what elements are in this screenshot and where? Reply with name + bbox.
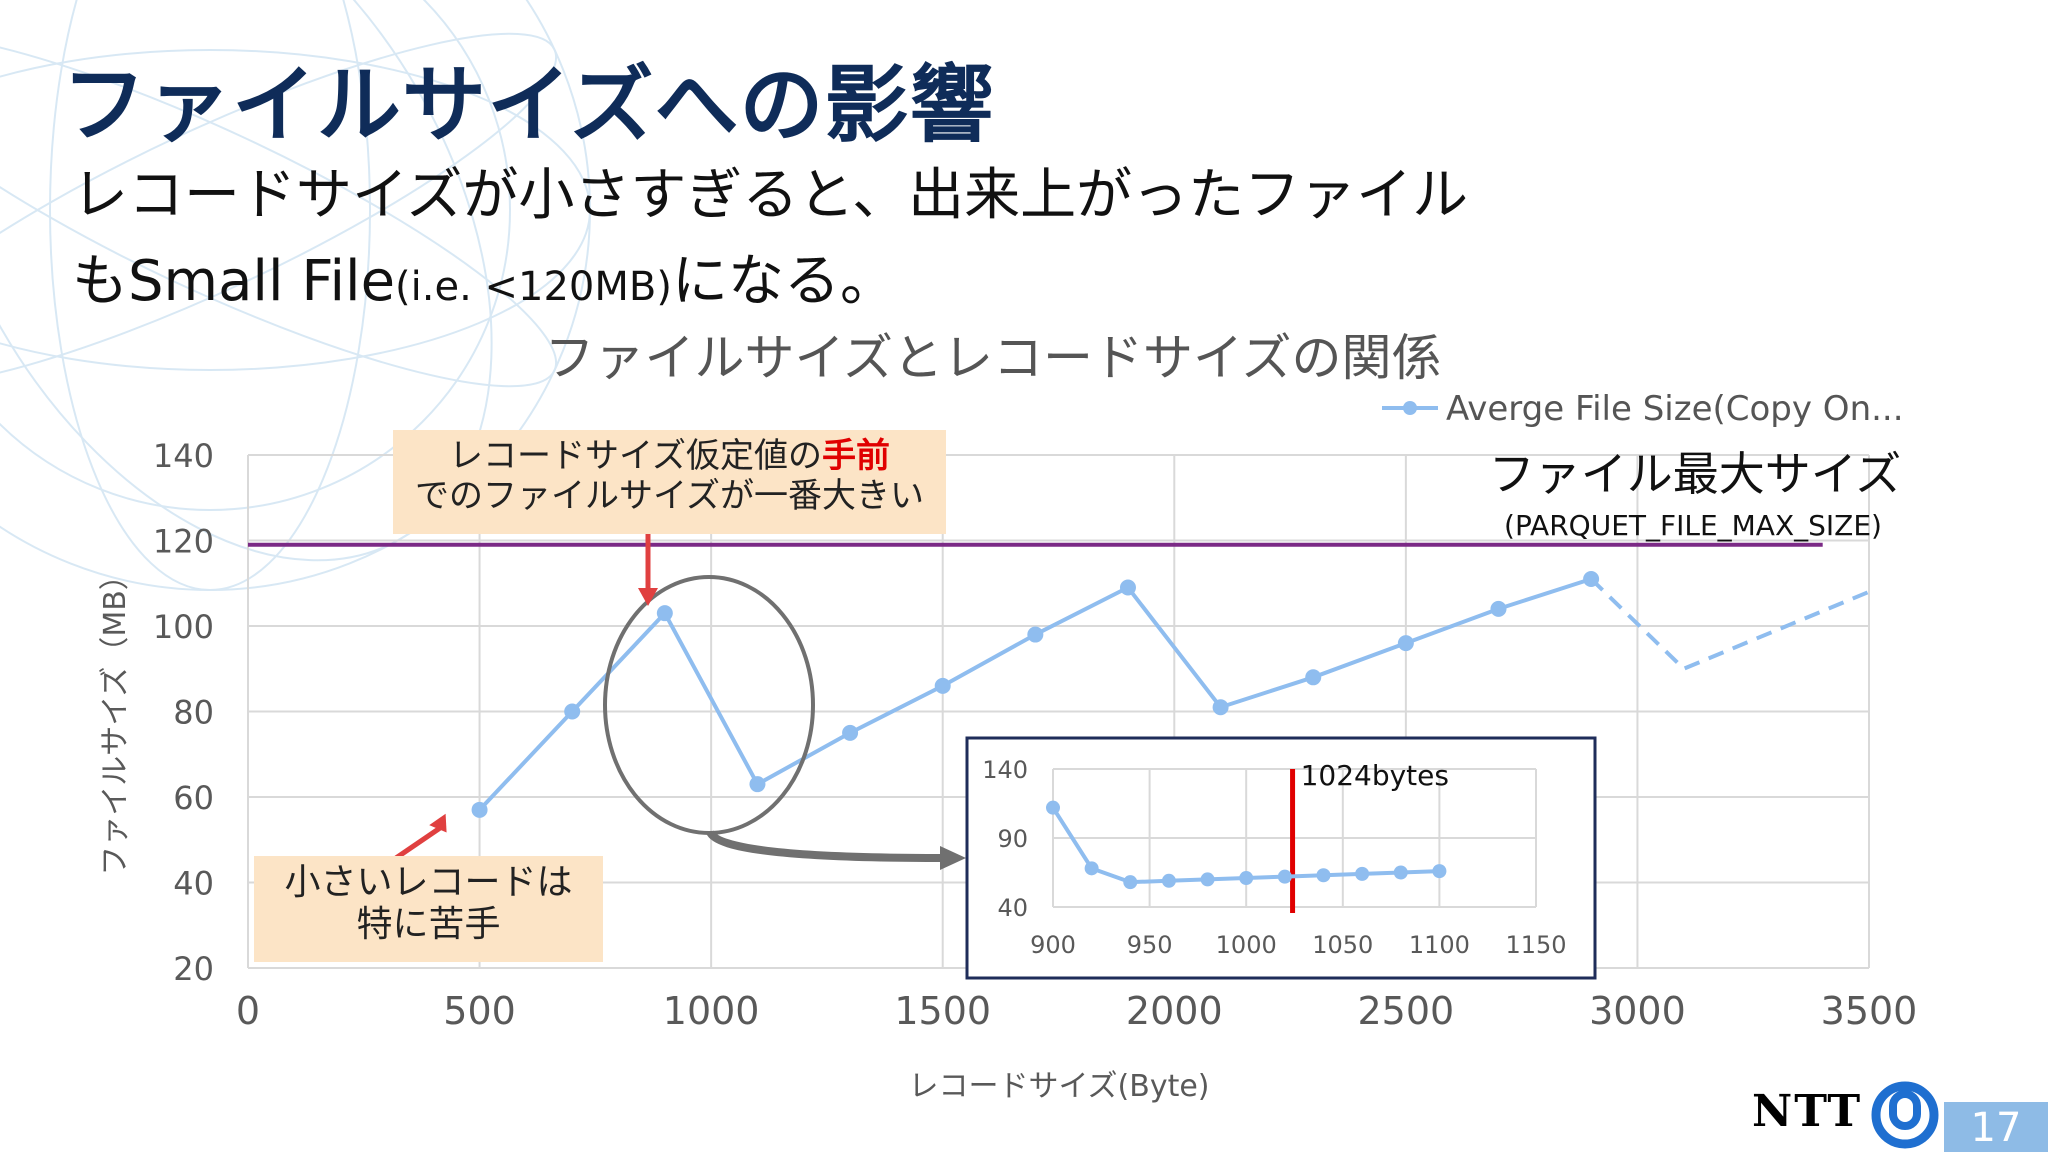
callout-peak-line-1-a: レコードサイズ仮定値の: [449, 436, 822, 476]
x-axis-label: レコードサイズ(Byte): [908, 1069, 1209, 1104]
legend-series-label: Averge File Size(Copy On...: [1446, 389, 1904, 429]
y-tick-label: 80: [173, 694, 214, 732]
main-tick-labels: 20 40 60 80 100 120 140 0 500 1000 1500 2000 2500 300…: [153, 437, 1917, 1033]
data-point: [471, 801, 488, 818]
data-point: [564, 703, 581, 720]
inset-x-tick-label: 1050: [1312, 931, 1373, 959]
zoom-connector-arrowhead: [940, 846, 966, 870]
body-text-line-2-a: もSmall File: [72, 249, 396, 314]
data-point: [749, 776, 766, 793]
inset-series: [1046, 800, 1447, 890]
x-tick-label: 0: [236, 989, 260, 1033]
y-tick-label: 120: [153, 523, 214, 561]
inset-data-point: [1316, 868, 1331, 883]
inset-y-tick-label: 40: [997, 894, 1028, 922]
callout-peak-before-assumption: レコードサイズ仮定値の手前 でのファイルサイズが一番大きい: [393, 430, 946, 534]
body-text-line-2-b: (i.e. <120MB): [395, 264, 672, 310]
body-text-line-2: もSmall File(i.e. <120MB)になる。: [72, 236, 896, 317]
x-tick-label: 1000: [663, 989, 760, 1033]
y-tick-label: 20: [173, 950, 214, 988]
data-point: [656, 605, 673, 622]
x-tick-label: 1500: [894, 989, 991, 1033]
data-point: [1583, 570, 1600, 587]
inset-x-tick-label: 1150: [1505, 931, 1566, 959]
inset-data-point: [1161, 873, 1176, 888]
inset-1024-marker-label: 1024bytes: [1301, 759, 1449, 792]
page-number: 17: [1944, 1102, 2048, 1152]
callout-peak-line-2: でのファイルサイズが一番大きい: [415, 476, 924, 517]
inset-data-point: [1277, 869, 1292, 884]
inset-data-point: [1239, 871, 1254, 886]
legend: Averge File Size(Copy On...: [1382, 389, 1904, 429]
x-tick-label: 3500: [1821, 989, 1918, 1033]
data-point: [1305, 669, 1322, 686]
data-point: [934, 677, 951, 694]
inset-data-point: [1432, 864, 1447, 879]
x-tick-label: 2000: [1126, 989, 1223, 1033]
callout-bottom-arrowhead: [429, 813, 447, 833]
y-tick-label: 140: [153, 437, 214, 475]
max-size-sublabel: (PARQUET_FILE_MAX_SIZE): [1504, 509, 1882, 542]
page-title: ファイルサイズへの影響: [62, 56, 995, 154]
inset-x-tick-label: 950: [1127, 931, 1173, 959]
y-tick-label: 60: [173, 779, 214, 817]
inset-data-point: [1084, 861, 1099, 876]
callout-top-arrowhead: [638, 588, 658, 606]
ntt-brand-text: NTT: [1752, 1086, 1863, 1137]
legend-marker-swatch: [1403, 401, 1417, 415]
callout-bottom-arrow: [394, 825, 442, 861]
inset-data-point: [1123, 875, 1138, 890]
data-point: [1119, 579, 1136, 596]
inset-x-tick-label: 900: [1030, 931, 1076, 959]
ntt-logo-icon: [1871, 1081, 1939, 1149]
series-extrapolation-line: [1589, 577, 1870, 672]
inset-data-point: [1355, 866, 1370, 881]
callout-peak-line-1: レコードサイズ仮定値の手前: [393, 436, 946, 476]
inset-x-tick-label: 1000: [1216, 931, 1277, 959]
inset-data-point: [1046, 800, 1060, 815]
y-tick-label: 40: [173, 865, 214, 903]
callout-small-line-2: 特に苦手: [356, 904, 501, 946]
inset-y-tick-label: 140: [982, 756, 1028, 784]
chart-title: ファイルサイズとレコードサイズの関係: [545, 329, 1442, 387]
y-axis-label: ファイルサイズ（MB）: [98, 560, 133, 876]
average-file-size-series: [471, 570, 1870, 818]
body-text-line-1: レコードサイズが小さすぎると、出来上がったファイル: [72, 163, 1469, 228]
data-point: [1212, 699, 1229, 716]
callout-small-records: 小さいレコードは 特に苦手: [254, 856, 603, 962]
data-point: [1027, 626, 1044, 643]
zoom-connector-arrow: [706, 829, 941, 862]
callout-peak-highlight: 手前: [821, 436, 890, 476]
data-point: [1490, 600, 1507, 617]
max-size-label: ファイル最大サイズ: [1489, 447, 1902, 501]
peak-highlight-ellipse: [603, 575, 815, 835]
x-tick-label: 3000: [1589, 989, 1686, 1033]
inset-data-point: [1200, 872, 1215, 887]
data-point: [1397, 635, 1414, 652]
zoom-inset-frame: [965, 736, 1597, 980]
inset-tick-labels: 40 90 140 900 950 1000 1050 1100 1150: [982, 756, 1566, 959]
data-point: [842, 724, 859, 741]
body-text-line-2-c: になる。: [671, 249, 896, 314]
x-tick-label: 500: [443, 989, 516, 1033]
y-tick-label: 100: [153, 608, 214, 646]
callout-small-line-1: 小さいレコードは: [284, 862, 573, 903]
x-tick-label: 2500: [1357, 989, 1454, 1033]
inset-x-tick-label: 1100: [1409, 931, 1470, 959]
inset-y-tick-label: 90: [997, 825, 1028, 853]
inset-data-point: [1393, 865, 1408, 880]
